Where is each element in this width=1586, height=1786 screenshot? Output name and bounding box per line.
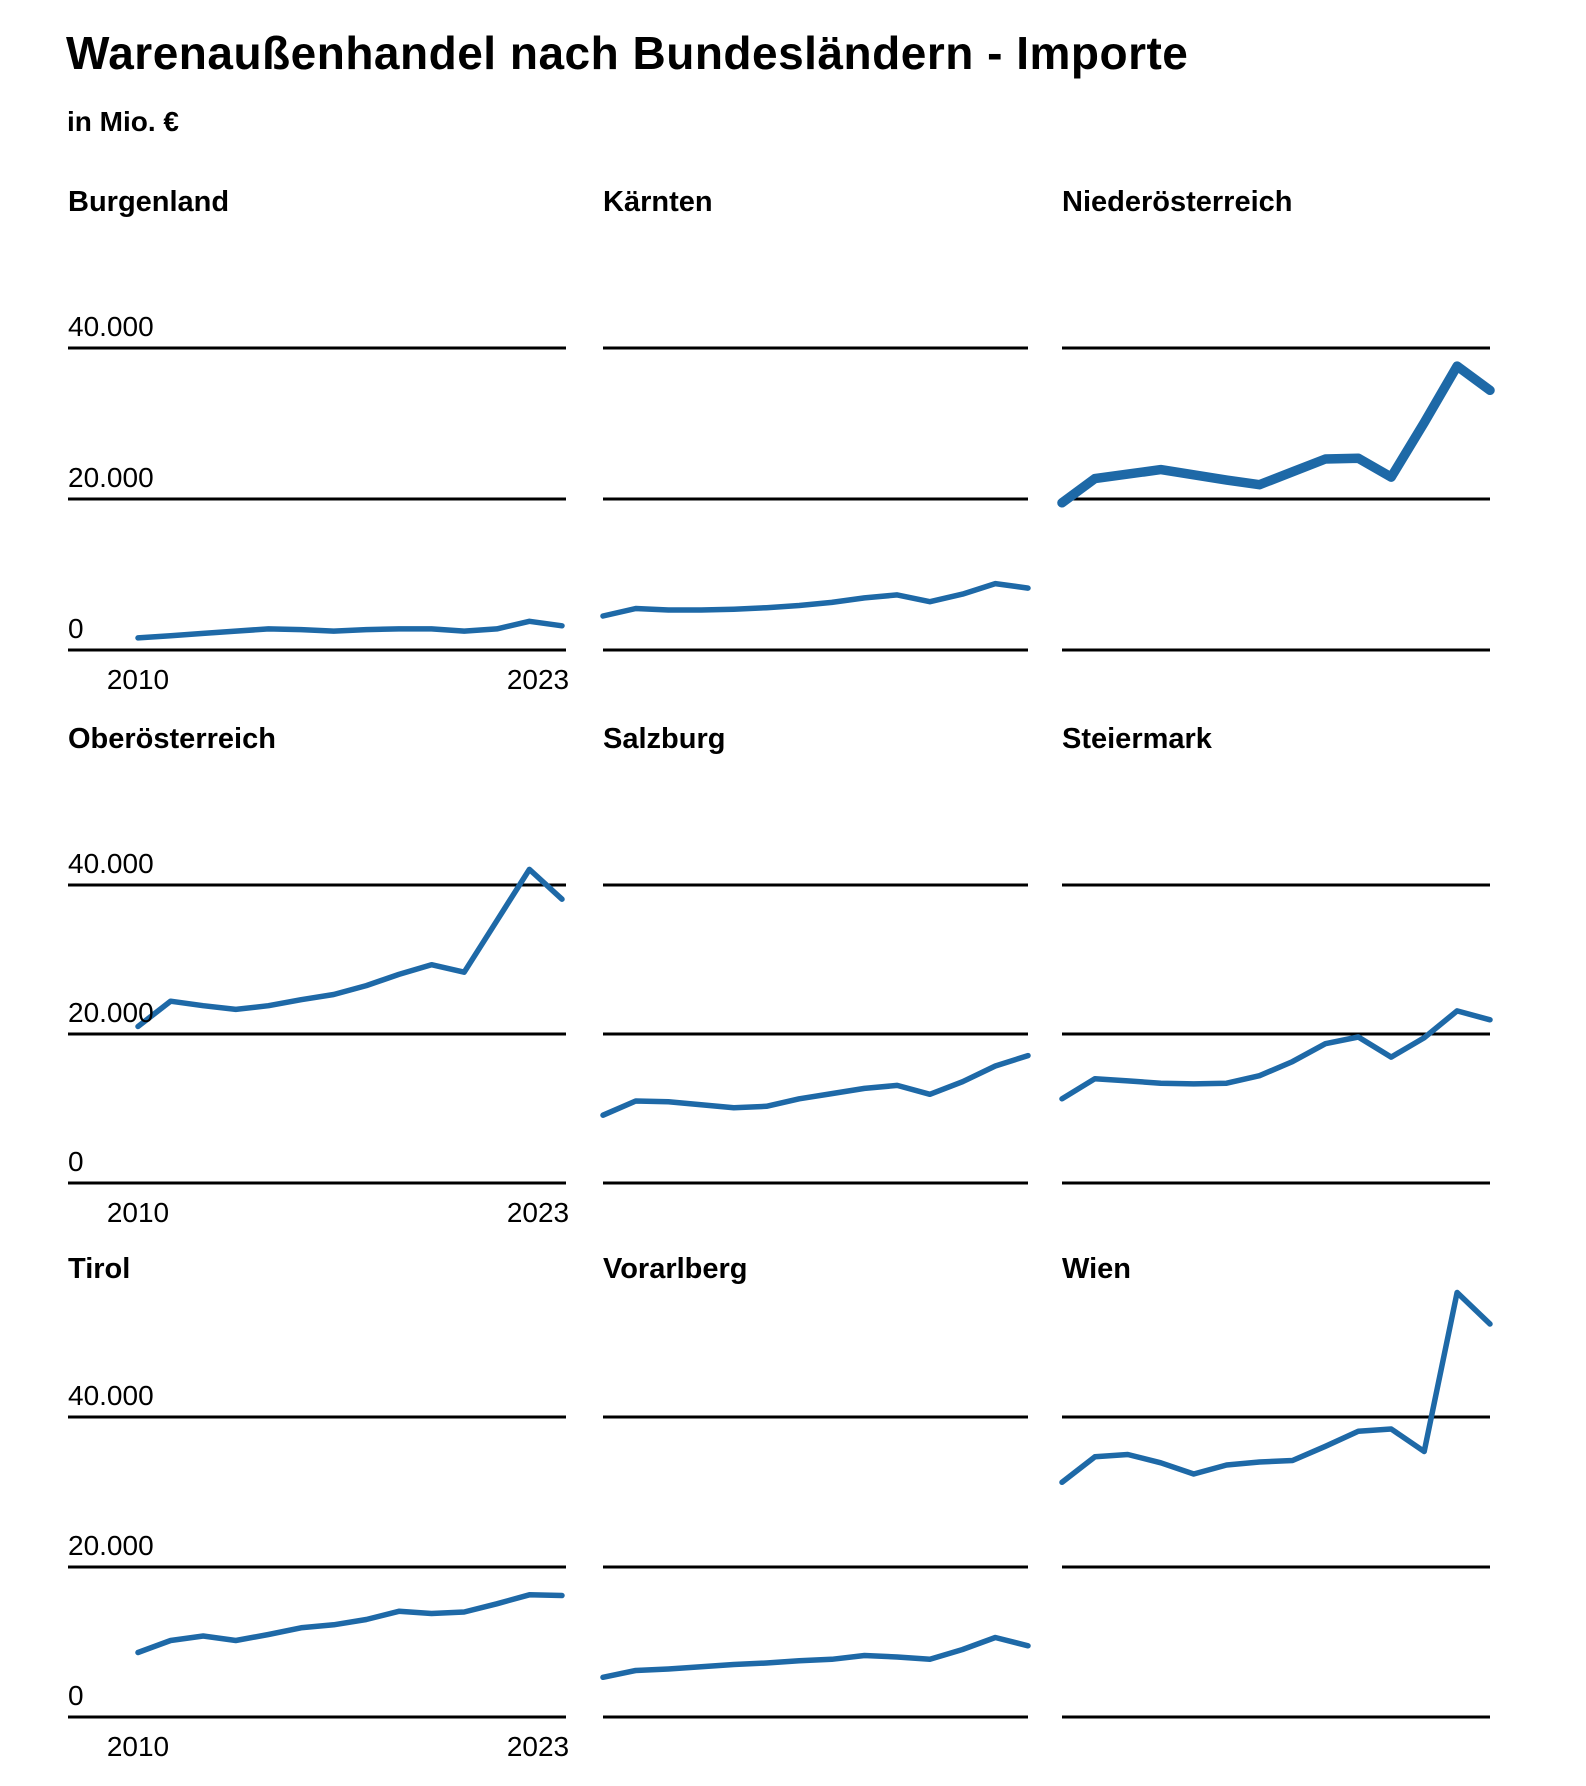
panel-kaernten xyxy=(600,346,1031,652)
panel-title-niederoesterreich: Niederösterreich xyxy=(1062,186,1293,218)
x-tick-label-start: 2010 xyxy=(106,1731,170,1762)
panel-title-steiermark: Steiermark xyxy=(1062,723,1212,755)
x-tick-label-start: 2010 xyxy=(106,1197,170,1228)
y-tick-label: 40.000 xyxy=(68,848,154,879)
panel-title-tirol: Tirol xyxy=(68,1253,131,1285)
panel-title-salzburg: Salzburg xyxy=(603,723,726,755)
panel-title-oberoesterreich: Oberösterreich xyxy=(68,723,276,755)
y-tick-label: 40.000 xyxy=(68,311,154,342)
data-line-steiermark xyxy=(1059,1008,1493,1102)
x-tick-label-end: 2023 xyxy=(506,1731,570,1762)
data-line-burgenland xyxy=(135,618,565,641)
panel-steiermark xyxy=(1059,883,1493,1185)
data-line-wien xyxy=(1059,1289,1493,1486)
data-line-salzburg xyxy=(600,1052,1031,1118)
x-tick-label-start: 2010 xyxy=(106,664,170,695)
data-line-tirol xyxy=(135,1592,565,1656)
data-line-oberoesterreich xyxy=(135,866,565,1030)
panel-salzburg xyxy=(600,883,1031,1185)
panel-burgenland xyxy=(68,346,566,652)
panel-title-wien: Wien xyxy=(1062,1253,1132,1285)
y-tick-label: 40.000 xyxy=(68,1380,154,1411)
panel-title-kaernten: Kärnten xyxy=(603,186,713,218)
y-tick-label: 0 xyxy=(68,613,84,644)
panel-title-vorarlberg: Vorarlberg xyxy=(603,1253,748,1285)
data-line-vorarlberg xyxy=(600,1634,1031,1681)
x-tick-label-end: 2023 xyxy=(506,1197,570,1228)
data-line-kaernten xyxy=(600,580,1031,619)
panel-niederoesterreich xyxy=(1057,346,1495,652)
data-line-niederoesterreich xyxy=(1057,361,1495,508)
panel-wien xyxy=(1059,1289,1493,1719)
y-tick-label: 20.000 xyxy=(68,997,154,1028)
page-subtitle: in Mio. € xyxy=(67,106,179,137)
panel-tirol xyxy=(68,1415,566,1719)
y-tick-label: 20.000 xyxy=(68,1530,154,1561)
panel-title-burgenland: Burgenland xyxy=(68,186,230,218)
page-title: Warenaußenhandel nach Bundesländern - Im… xyxy=(66,27,1189,79)
panel-vorarlberg xyxy=(600,1415,1031,1719)
x-tick-label-end: 2023 xyxy=(506,664,570,695)
panel-oberoesterreich xyxy=(68,866,566,1185)
y-tick-label: 20.000 xyxy=(68,462,154,493)
y-tick-label: 0 xyxy=(68,1680,84,1711)
y-tick-label: 0 xyxy=(68,1146,84,1177)
